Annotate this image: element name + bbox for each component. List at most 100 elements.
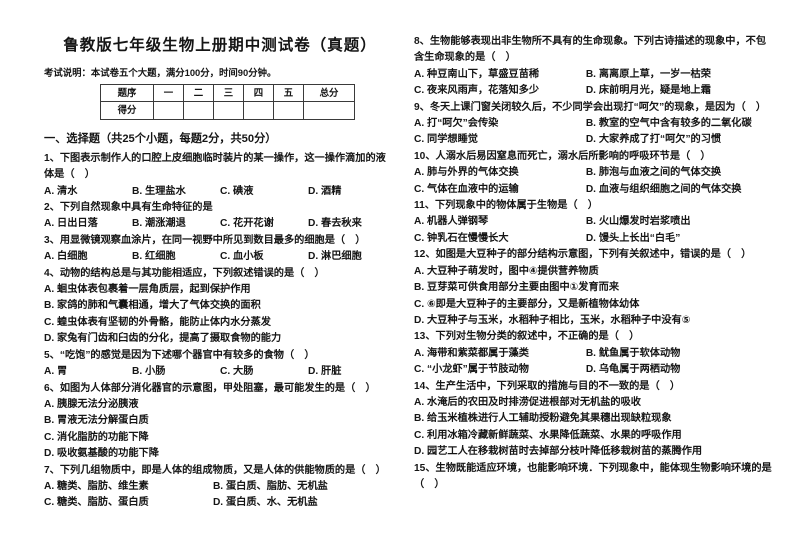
question: 12、如图是大豆种子的部分结构示意图，下列有关叙述中，错误的是（ ） A. 大豆种… xyxy=(414,247,772,329)
option: D. 淋巴细胞 xyxy=(308,251,362,263)
question: 9、冬天上课门窗关闭较久后，不少同学会出现打“呵欠”的现象，是因为（ ） A. 打… xyxy=(414,100,772,149)
option: A. 海带和紫菜都属于藻类 xyxy=(414,347,529,359)
section-title-choice-questions: 一、选择题（共25个小题，每题2分，共50分） xyxy=(44,132,277,145)
question: 15、生物既能适应环境，也能影响环境．下列现象中，能体现生物影响环境的是（ ） xyxy=(414,461,772,494)
option: C. 蝗虫体表有坚韧的外骨骼，能防止体内水分蒸发 xyxy=(44,316,271,328)
option: C. 消化脂肪的功能下降 xyxy=(44,431,149,443)
question-stem: 10、人溺水后易因窒息而死亡，溺水后所影响的呼吸环节是（ ） xyxy=(414,150,711,162)
score-table: 题序一二三四五总分 得分 xyxy=(100,83,355,120)
option: B. 火山爆发时岩浆喷出 xyxy=(585,216,691,228)
score-table-header-cell: 总分 xyxy=(303,83,355,103)
option: B. 潮涨潮退 xyxy=(132,218,186,230)
score-entry-cell xyxy=(273,101,304,120)
question: 2、下列自然现象中具有生命特征的是 A. 日出日落 B. 潮涨潮退 C. 花开花谢 D.… xyxy=(44,200,396,233)
question-stem: 9、冬天上课门窗关闭较久后，不少同学会出现打“呵欠”的现象，是因为（ ） xyxy=(414,101,767,113)
option: D. 血液与组织细胞之间的气体交换 xyxy=(585,183,742,195)
option: B. 蛋白质、脂肪、无机盐 xyxy=(212,480,328,492)
option: A. 大豆种子萌发时，图中④提供营养物质 xyxy=(414,265,599,277)
question-stem: 3、用显微镜观察血涂片，在同一视野中所见到数目最多的细胞是（ ） xyxy=(44,234,366,246)
option: B. 家鸽的肺和气囊相通，增大了气体交换的面积 xyxy=(44,300,261,312)
option: A. 机器人弹钢琴 xyxy=(414,216,489,228)
option: C. “小龙虾”属于节肢动物 xyxy=(414,364,529,376)
question-stem: 11、下列现象中的物体属于生物是（ ） xyxy=(414,200,598,212)
question: 7、下列几组物质中，即是人体的组成物质，又是人体的供能物质的是（ ） A. 糖类、… xyxy=(44,463,396,512)
question: 11、下列现象中的物体属于生物是（ ） A. 机器人弹钢琴 B. 火山爆发时岩浆喷出… xyxy=(414,198,772,247)
option: A. 胃 xyxy=(44,366,68,378)
option: D. 蛋白质、水、无机盐 xyxy=(212,497,318,509)
question-stem: 2、下列自然现象中具有生命特征的是 xyxy=(44,202,213,214)
option: B. 鱿鱼属于软体动物 xyxy=(585,347,681,359)
exam-paper-page: 鲁教版七年级生物上册期中测试卷（真题） 考试说明：本试卷五个大题，满分100分，… xyxy=(44,34,772,512)
question: 10、人溺水后易因窒息而死亡，溺水后所影响的呼吸环节是（ ） A. 肺与外界的气体… xyxy=(414,149,772,198)
option: B. 豆芽菜可供食用部分主要由图中①发育而来 xyxy=(414,282,620,294)
question-options: A. 胰腺无法分泌胰液 B. 胃液无法分解蛋白质 C. 消化脂肪的功能下降 D. 吸收… xyxy=(44,397,396,463)
question-stem: 12、如图是大豆种子的部分结构示意图，下列有关叙述中，错误的是（ ） xyxy=(414,249,752,261)
questions-left-list: 1、下图表示制作人的口腔上皮细胞临时装片的某一操作，这一操作滴加的液体是（ ） A… xyxy=(44,151,396,512)
question-options: A. 日出日落 B. 潮涨潮退 C. 花开花谢 D. 春去秋来 xyxy=(44,216,396,232)
question-stem: 14、生产生活中，下列采取的措施与目的不一致的是（ ） xyxy=(414,380,681,392)
option: A. 清水 xyxy=(44,185,78,197)
score-entry-cell xyxy=(183,101,214,120)
question-options: A. 糖类、脂肪、维生素 B. 蛋白质、脂肪、无机盐 C. 糖类、脂肪、蛋白质 D. … xyxy=(44,479,396,512)
score-table-header-cell: 三 xyxy=(213,83,244,103)
option: B. 红细胞 xyxy=(132,251,176,263)
score-row-label: 得分 xyxy=(100,101,154,120)
option: C. 利用冰箱冷藏新鲜蔬菜、水果降低蔬菜、水果的呼吸作用 xyxy=(414,429,682,441)
question-stem: 5、“吃饱”的感觉是因为下述哪个器官中有较多的食物（ ） xyxy=(44,349,315,361)
score-entry-cell xyxy=(243,101,274,120)
question: 3、用显微镜观察血涂片，在同一视野中所见到数目最多的细胞是（ ） A. 白细胞 B.… xyxy=(44,233,396,266)
option: D. 肝脏 xyxy=(308,366,342,378)
option: D. 家兔有门齿和臼齿的分化，提高了摄取食物的能力 xyxy=(44,333,282,345)
question-stem: 1、下图表示制作人的口腔上皮细胞临时装片的某一操作，这一操作滴加的液体是（ ） xyxy=(44,152,386,181)
question-options: A. 大豆种子萌发时，图中④提供营养物质 B. 豆芽菜可供食用部分主要由图中①发育… xyxy=(414,264,772,330)
option: C. 碘液 xyxy=(220,185,254,197)
question-options: A. 机器人弹钢琴 B. 火山爆发时岩浆喷出 C. 钟乳石在慢慢长大 D. 馒头上长出… xyxy=(414,214,772,247)
score-entry-cell xyxy=(153,101,184,120)
option: A. 打“呵欠”会传染 xyxy=(414,118,499,130)
option: C. 花开花谢 xyxy=(220,218,274,230)
question: 4、动物的结构总是与其功能相适应，下列叙述错误的是（ ） A. 蛔虫体表包裹着一层… xyxy=(44,266,396,348)
question-stem: 8、生物能够表现出非生物所不具有的生命现象。下列古诗描述的现象中，不包含生命现象… xyxy=(414,36,767,64)
question-stem: 15、生物既能适应环境，也能影响环境．下列现象中，能体现生物影响环境的是（ ） xyxy=(414,462,772,490)
score-table-header-cell: 题序 xyxy=(100,83,154,103)
option: A. 糖类、脂肪、维生素 xyxy=(44,480,149,492)
score-table-header-cell: 五 xyxy=(273,83,304,103)
question: 6、如图为人体部分消化器官的示意图，甲处阻塞，最可能发生的是（ ） A. 胰腺无法… xyxy=(44,381,396,463)
option: B. 肺泡与血液之间的气体交换 xyxy=(585,167,722,179)
question-options: A. 蛔虫体表包裹着一层角质层，起到保护作用 B. 家鸽的肺和气囊相通，增大了气体… xyxy=(44,282,396,348)
option: C. 糖类、脂肪、蛋白质 xyxy=(44,497,149,509)
question-options: A. 清水 B. 生理盐水 C. 碘液 D. 酒精 xyxy=(44,184,396,200)
option: A. 肺与外界的气体交换 xyxy=(414,167,519,179)
question-options: A. 胃 B. 小肠 C. 大肠 D. 肝脏 xyxy=(44,364,396,380)
option: A. 胰腺无法分泌胰液 xyxy=(44,398,139,410)
question-stem: 13、下列对生物分类的叙述中，不正确的是（ ） xyxy=(414,331,640,343)
question: 8、生物能够表现出非生物所不具有的生命现象。下列古诗描述的现象中，不包含生命现象… xyxy=(414,34,772,100)
option: B. 给玉米植株进行人工辅助授粉避免其果穗出现缺粒现象 xyxy=(414,413,672,425)
option: C. ⑥即是大豆种子的主要部分，又是新植物体幼体 xyxy=(414,298,640,310)
option: C. 血小板 xyxy=(220,251,264,263)
option: A. 水淹后的农田及时排涝促进根部对无机盐的吸收 xyxy=(414,396,641,408)
option: D. 酒精 xyxy=(308,185,342,197)
option: A. 种豆南山下，草盛豆苗稀 xyxy=(414,68,540,80)
option: C. 气体在血液中的运输 xyxy=(414,183,519,195)
question-stem: 7、下列几组物质中，即是人体的组成物质，又是人体的供能物质的是（ ） xyxy=(44,464,386,476)
score-table-header-cell: 一 xyxy=(153,83,184,103)
page-title: 鲁教版七年级生物上册期中测试卷（真题） xyxy=(63,37,377,54)
option: B. 胃液无法分解蛋白质 xyxy=(44,415,149,427)
question: 1、下图表示制作人的口腔上皮细胞临时装片的某一操作，这一操作滴加的液体是（ ） A… xyxy=(44,151,396,200)
score-table-header-cell: 四 xyxy=(243,83,274,103)
option: B. 离离原上草，一岁一枯荣 xyxy=(585,68,711,80)
score-table-header-row: 题序一二三四五总分 xyxy=(100,83,355,103)
right-column: 8、生物能够表现出非生物所不具有的生命现象。下列古诗描述的现象中，不包含生命现象… xyxy=(414,34,772,512)
question-options: A. 种豆南山下，草盛豆苗稀 B. 离离原上草，一岁一枯荣 C. 夜来风雨声，花落知… xyxy=(414,67,772,100)
option: A. 白细胞 xyxy=(44,251,88,263)
questions-right-list: 8、生物能够表现出非生物所不具有的生命现象。下列古诗描述的现象中，不包含生命现象… xyxy=(414,34,772,493)
option: D. 园艺工人在移栽树苗时去掉部分枝叶降低移栽树苗的蒸腾作用 xyxy=(414,446,703,458)
option: C. 夜来风雨声，花落知多少 xyxy=(414,85,540,97)
option: C. 大肠 xyxy=(220,366,254,378)
question-options: A. 白细胞 B. 红细胞 C. 血小板 D. 淋巴细胞 xyxy=(44,249,396,265)
question-options: A. 水淹后的农田及时排涝促进根部对无机盐的吸收 B. 给玉米植株进行人工辅助授粉… xyxy=(414,395,772,461)
score-table-header-cell: 二 xyxy=(183,83,214,103)
left-column: 鲁教版七年级生物上册期中测试卷（真题） 考试说明：本试卷五个大题，满分100分，… xyxy=(44,34,396,512)
option: D. 春去秋来 xyxy=(308,218,362,230)
